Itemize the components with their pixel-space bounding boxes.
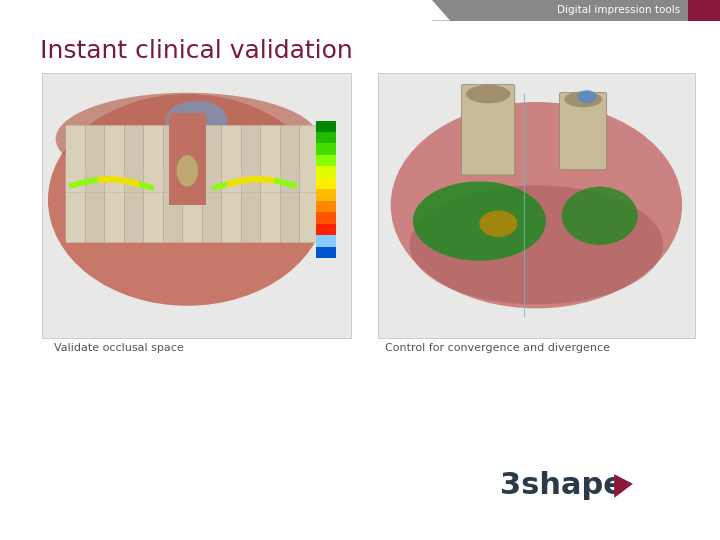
FancyBboxPatch shape xyxy=(241,125,261,192)
FancyBboxPatch shape xyxy=(261,167,280,243)
Text: Instant clinical validation: Instant clinical validation xyxy=(40,39,352,63)
FancyBboxPatch shape xyxy=(222,125,241,192)
FancyBboxPatch shape xyxy=(316,212,336,224)
Ellipse shape xyxy=(55,93,319,185)
FancyBboxPatch shape xyxy=(66,167,85,243)
FancyBboxPatch shape xyxy=(261,125,280,192)
FancyBboxPatch shape xyxy=(316,155,336,166)
Polygon shape xyxy=(614,474,633,498)
FancyBboxPatch shape xyxy=(144,125,163,192)
FancyBboxPatch shape xyxy=(66,125,85,192)
FancyBboxPatch shape xyxy=(316,132,336,144)
FancyBboxPatch shape xyxy=(202,125,222,192)
FancyBboxPatch shape xyxy=(316,166,336,178)
Ellipse shape xyxy=(562,187,638,245)
FancyBboxPatch shape xyxy=(183,167,202,243)
Ellipse shape xyxy=(577,90,597,103)
Ellipse shape xyxy=(564,91,603,107)
FancyBboxPatch shape xyxy=(280,125,300,192)
FancyBboxPatch shape xyxy=(241,167,261,243)
Text: Control for convergence and divergence: Control for convergence and divergence xyxy=(385,343,611,353)
Ellipse shape xyxy=(166,100,228,140)
FancyBboxPatch shape xyxy=(378,73,695,338)
FancyBboxPatch shape xyxy=(462,84,515,175)
FancyBboxPatch shape xyxy=(300,167,319,243)
FancyBboxPatch shape xyxy=(280,167,300,243)
FancyBboxPatch shape xyxy=(144,167,163,243)
FancyBboxPatch shape xyxy=(316,235,336,247)
Polygon shape xyxy=(432,0,450,21)
FancyBboxPatch shape xyxy=(300,125,319,192)
FancyBboxPatch shape xyxy=(85,167,104,243)
Ellipse shape xyxy=(413,181,546,261)
FancyBboxPatch shape xyxy=(316,224,336,235)
FancyBboxPatch shape xyxy=(559,92,607,170)
FancyBboxPatch shape xyxy=(316,144,336,155)
FancyBboxPatch shape xyxy=(316,120,336,132)
Text: Digital impression tools: Digital impression tools xyxy=(557,5,680,15)
FancyBboxPatch shape xyxy=(163,167,183,243)
Ellipse shape xyxy=(480,211,518,237)
FancyBboxPatch shape xyxy=(105,125,125,192)
FancyBboxPatch shape xyxy=(168,112,206,205)
Text: Validate occlusal space: Validate occlusal space xyxy=(54,343,184,353)
FancyBboxPatch shape xyxy=(202,167,222,243)
Ellipse shape xyxy=(391,102,682,308)
FancyBboxPatch shape xyxy=(42,73,351,338)
Ellipse shape xyxy=(410,185,663,305)
FancyBboxPatch shape xyxy=(316,201,336,212)
FancyBboxPatch shape xyxy=(316,190,336,201)
FancyBboxPatch shape xyxy=(222,167,241,243)
Text: 3shape: 3shape xyxy=(500,471,624,501)
FancyBboxPatch shape xyxy=(85,125,104,192)
FancyBboxPatch shape xyxy=(125,125,144,192)
Ellipse shape xyxy=(48,94,327,306)
FancyBboxPatch shape xyxy=(316,247,336,258)
FancyBboxPatch shape xyxy=(316,178,336,190)
FancyBboxPatch shape xyxy=(163,125,183,192)
FancyBboxPatch shape xyxy=(688,0,720,21)
FancyBboxPatch shape xyxy=(105,167,125,243)
Ellipse shape xyxy=(176,155,198,187)
FancyBboxPatch shape xyxy=(183,125,202,192)
FancyBboxPatch shape xyxy=(432,0,688,21)
Ellipse shape xyxy=(466,85,510,103)
FancyBboxPatch shape xyxy=(125,167,144,243)
